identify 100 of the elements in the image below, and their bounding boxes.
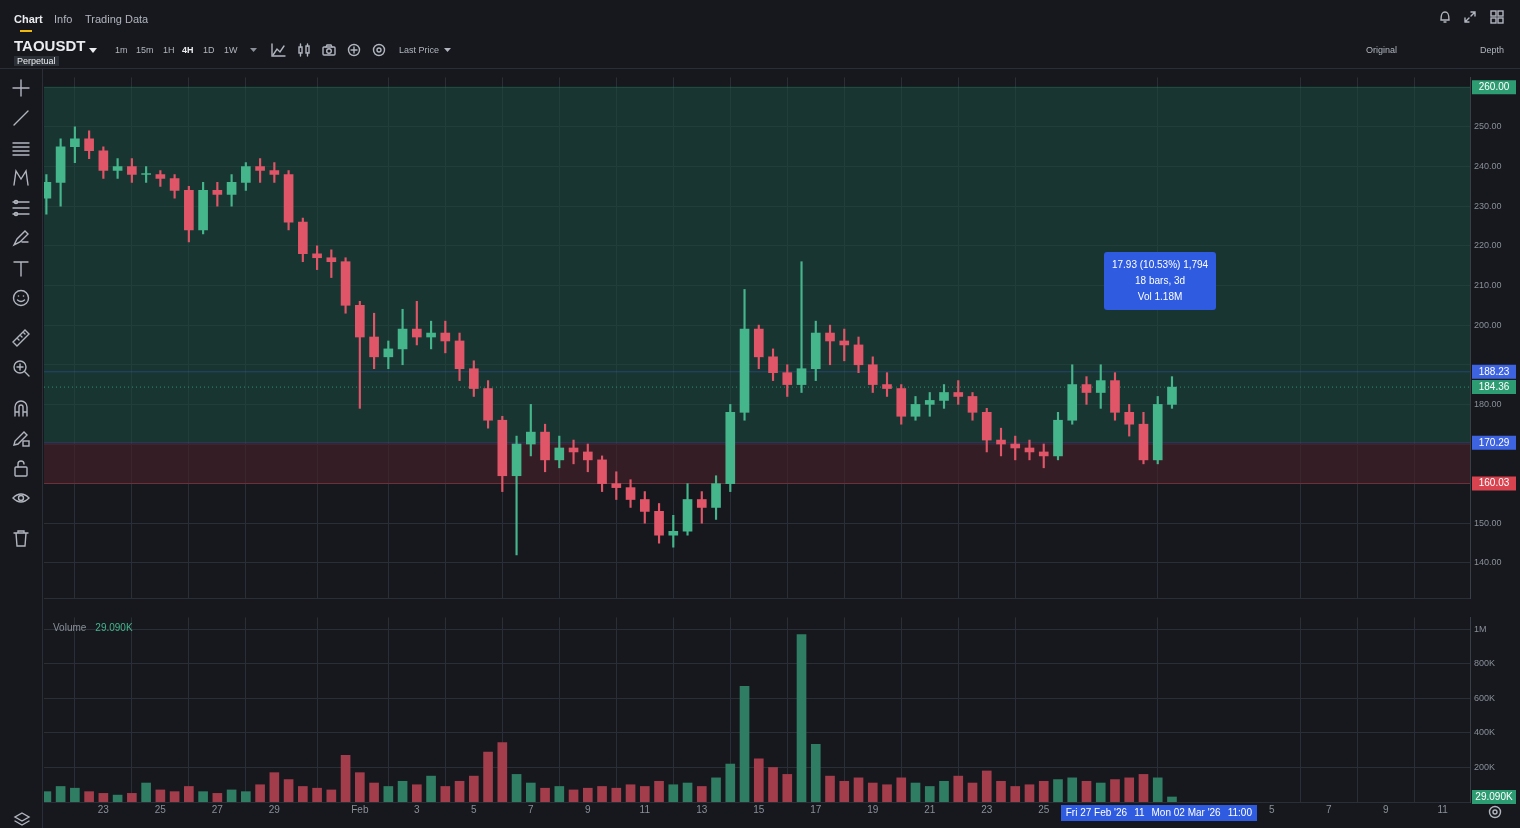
bar xyxy=(768,767,778,802)
bar xyxy=(440,786,451,802)
ref-line-label: 184.36 xyxy=(1478,380,1510,392)
bar xyxy=(1024,784,1035,802)
bar xyxy=(340,755,351,802)
y-tick-label: 600K xyxy=(1474,692,1496,703)
x-tick-label: 25 xyxy=(154,803,167,815)
x-tick-label: 7 xyxy=(1325,803,1332,815)
bar xyxy=(839,780,850,802)
bar xyxy=(896,777,907,802)
text: Perpetual xyxy=(14,56,59,66)
bar xyxy=(184,786,194,802)
bar xyxy=(112,794,123,802)
bar xyxy=(711,777,721,802)
bar xyxy=(654,780,664,802)
bar xyxy=(810,743,821,802)
bar xyxy=(1167,796,1177,802)
bar xyxy=(298,786,308,802)
x-tick-label: 21 xyxy=(924,803,936,815)
y-tick-label: 800K xyxy=(1474,658,1496,669)
bar xyxy=(426,775,436,802)
bar xyxy=(597,786,607,802)
bar xyxy=(939,780,949,802)
y-tick-label: 1M xyxy=(1474,623,1487,634)
x-tick-label: 15 xyxy=(753,803,765,815)
bar xyxy=(212,793,223,802)
bar xyxy=(882,784,892,802)
bar xyxy=(725,763,736,802)
annotation: 17.93 (10.53%) 1,794 xyxy=(1111,258,1209,273)
bar xyxy=(1124,777,1135,802)
bar xyxy=(825,775,835,802)
text: Depth xyxy=(1480,45,1505,55)
bar xyxy=(639,786,650,802)
text: 1H xyxy=(163,45,175,55)
y-tick-label: 150.00 xyxy=(1474,517,1502,528)
bar xyxy=(511,774,522,802)
bar xyxy=(540,787,550,802)
bar xyxy=(682,782,693,802)
bar xyxy=(84,791,94,802)
bar xyxy=(369,782,379,802)
bar xyxy=(255,784,265,802)
bar xyxy=(910,782,921,802)
text: Volume xyxy=(53,622,87,634)
x-tick-label: Feb xyxy=(351,803,369,815)
x-tick-label: 27 xyxy=(211,803,224,815)
y-tick-label: 140.00 xyxy=(1474,557,1502,568)
bar xyxy=(1152,777,1163,802)
candlestick xyxy=(511,435,522,556)
bar xyxy=(1110,779,1120,802)
annotation: 18 bars, 3d xyxy=(1134,274,1187,289)
bar xyxy=(753,758,764,802)
text: 1D xyxy=(203,45,215,55)
y-tick-label: 200K xyxy=(1474,761,1496,772)
bar xyxy=(981,770,992,802)
x-tick-label: 25 xyxy=(1038,803,1050,815)
ref-line-label: 260.00 xyxy=(1478,81,1510,93)
x-tick-label: 5 xyxy=(1268,803,1275,815)
text: TAOUSDT xyxy=(14,37,86,54)
bar xyxy=(953,775,964,802)
ref-line-label: 160.03 xyxy=(1478,477,1510,489)
text: Original xyxy=(1366,45,1398,55)
y-tick-label: 210.00 xyxy=(1474,279,1502,290)
bar xyxy=(1067,777,1078,802)
x-tick-label: 11 xyxy=(639,803,651,815)
bar xyxy=(525,782,536,802)
text: Info xyxy=(54,13,73,25)
text: Last Price xyxy=(399,45,440,55)
x-tick-label: 19 xyxy=(867,803,879,815)
bar xyxy=(1053,779,1063,802)
bar xyxy=(668,784,679,802)
x-tick-label: 3 xyxy=(414,803,421,815)
bar xyxy=(1081,780,1092,802)
annotation: Vol 1.18M xyxy=(1136,290,1184,305)
bar xyxy=(226,789,237,802)
bar xyxy=(611,787,622,802)
bar xyxy=(696,786,707,802)
x-tick-label: 13 xyxy=(696,803,708,815)
candlestick xyxy=(796,261,807,393)
text: Fri 27 Feb '26 xyxy=(1065,806,1128,820)
bar xyxy=(1038,780,1049,802)
text: 4H xyxy=(182,45,194,55)
text: Chart xyxy=(14,13,43,25)
bar xyxy=(127,793,137,802)
bar xyxy=(782,774,793,802)
bar xyxy=(283,779,294,802)
bar xyxy=(70,787,80,802)
y-tick-label: 220.00 xyxy=(1474,240,1502,251)
bar xyxy=(326,789,337,802)
text: 11:00 xyxy=(1227,806,1252,820)
x-tick-label: 9 xyxy=(1382,803,1389,815)
y-tick-label: 230.00 xyxy=(1474,200,1502,211)
bar xyxy=(996,780,1006,802)
bar xyxy=(468,775,479,802)
y-tick-label: 180.00 xyxy=(1474,398,1502,409)
bar xyxy=(169,791,180,802)
bar xyxy=(739,686,750,802)
bar xyxy=(924,786,935,802)
ref-line-label: 188.23 xyxy=(1478,365,1510,377)
bar xyxy=(141,782,151,802)
text: 29.090K xyxy=(1475,790,1513,802)
